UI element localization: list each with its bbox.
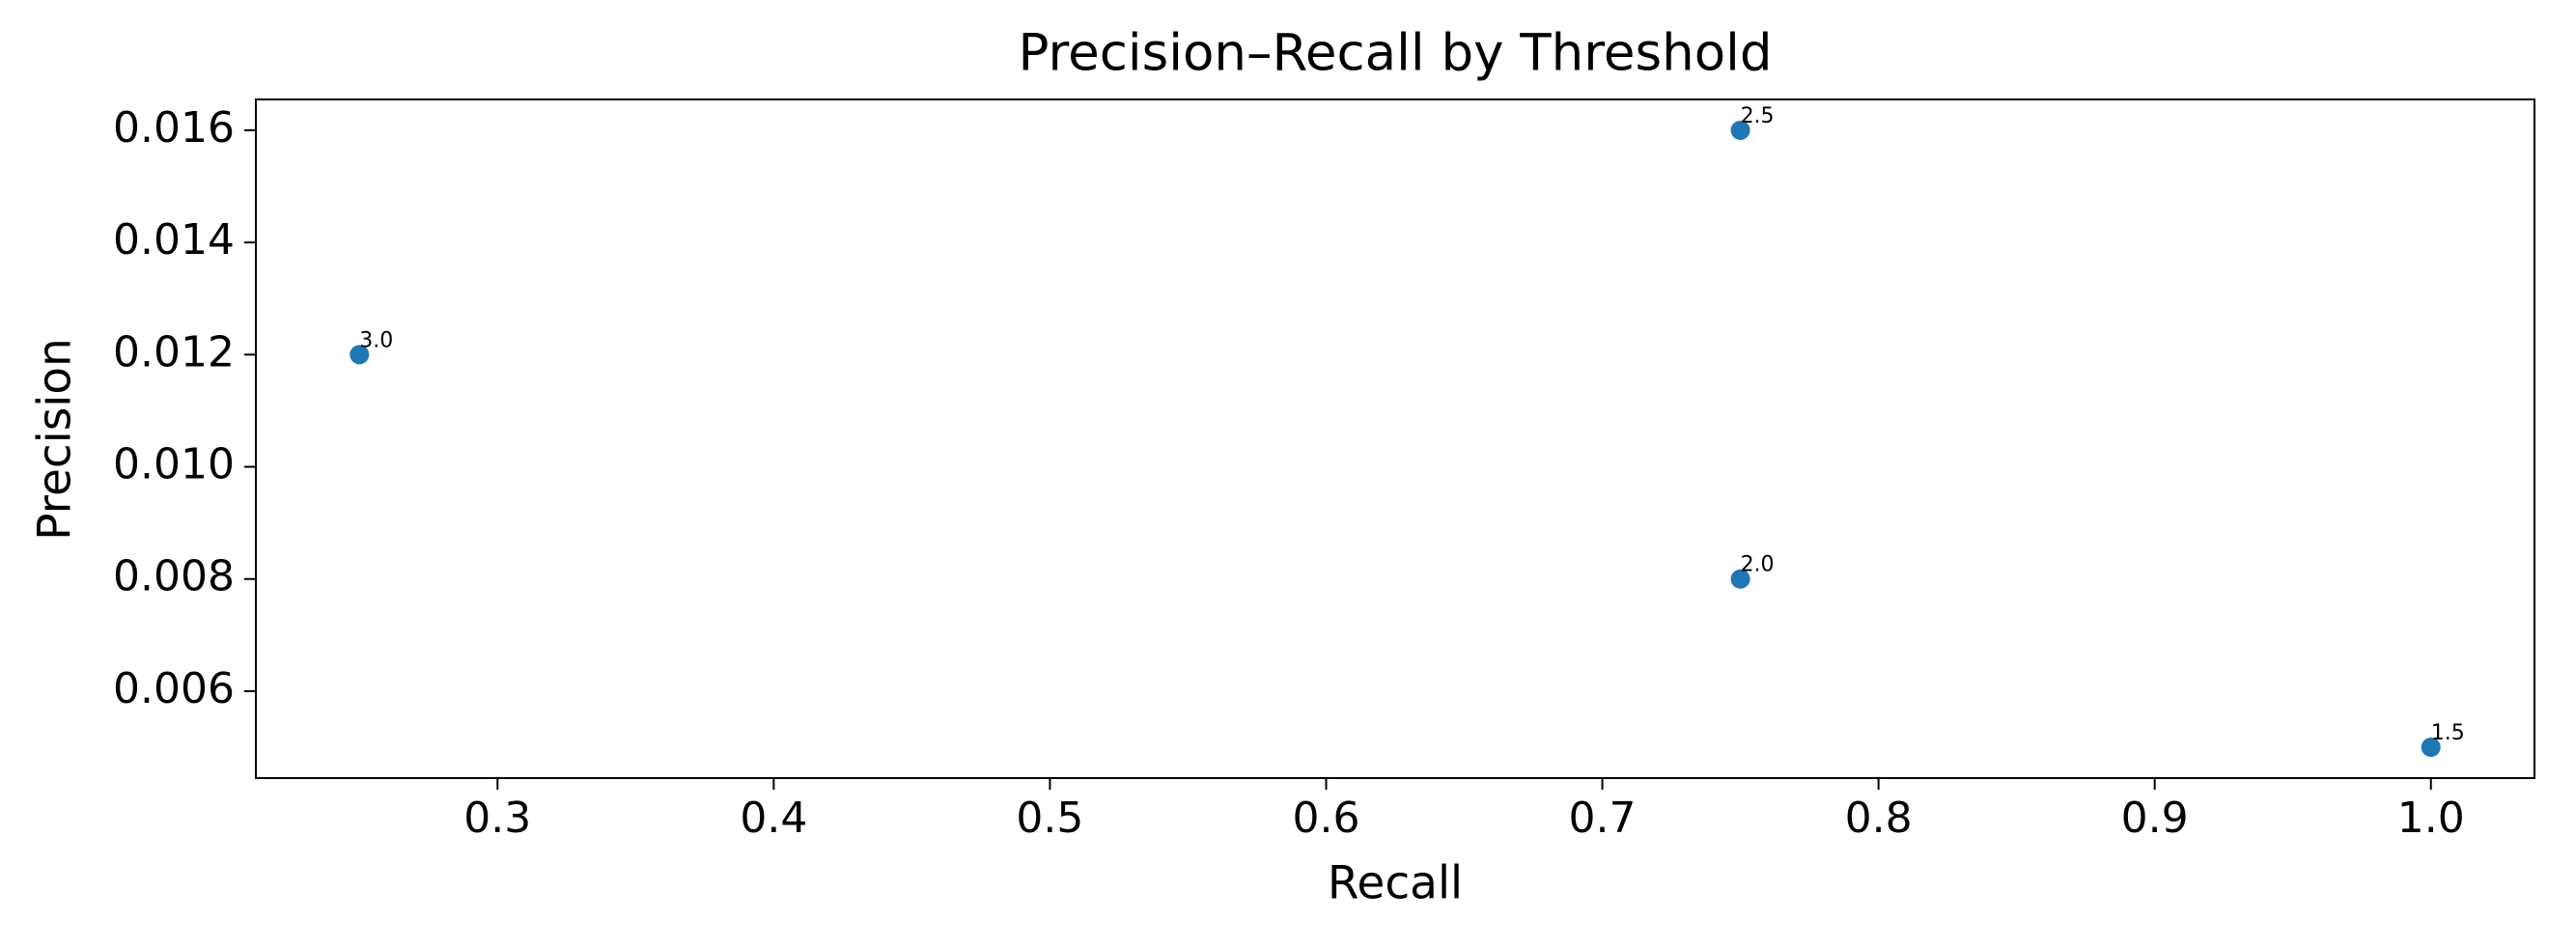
point — [1730, 569, 1750, 589]
y-tick-label: 0.014 — [113, 215, 235, 265]
x-tick-label: 1.0 — [2397, 794, 2465, 843]
x-tick-label: 0.7 — [1569, 794, 1637, 843]
y-tick-label: 0.010 — [113, 440, 235, 489]
y-tick-label: 0.006 — [113, 664, 235, 713]
point-label: 3.0 — [359, 328, 393, 352]
x-tick-label: 0.8 — [1845, 794, 1913, 843]
plot-frame — [255, 98, 2535, 779]
x-tick-label: 0.5 — [1016, 794, 1083, 843]
point-label: 1.5 — [2431, 721, 2465, 745]
y-tick-label: 0.016 — [113, 103, 235, 153]
point-label: 2.0 — [1741, 553, 1775, 577]
point-label: 2.5 — [1741, 104, 1775, 128]
x-tick-label: 0.4 — [740, 794, 807, 843]
x-tick-label: 0.6 — [1292, 794, 1359, 843]
point — [350, 345, 370, 365]
point — [2421, 738, 2441, 758]
point — [1730, 120, 1750, 140]
y-tick-label: 0.012 — [113, 327, 235, 376]
y-axis-label: Precision — [29, 338, 82, 541]
x-axis-label: Recall — [1328, 857, 1463, 910]
x-tick-label: 0.9 — [2121, 794, 2189, 843]
y-tick-label: 0.008 — [113, 552, 235, 601]
x-tick-label: 0.3 — [463, 794, 531, 843]
chart-title: Precision–Recall by Threshold — [1019, 24, 1773, 83]
